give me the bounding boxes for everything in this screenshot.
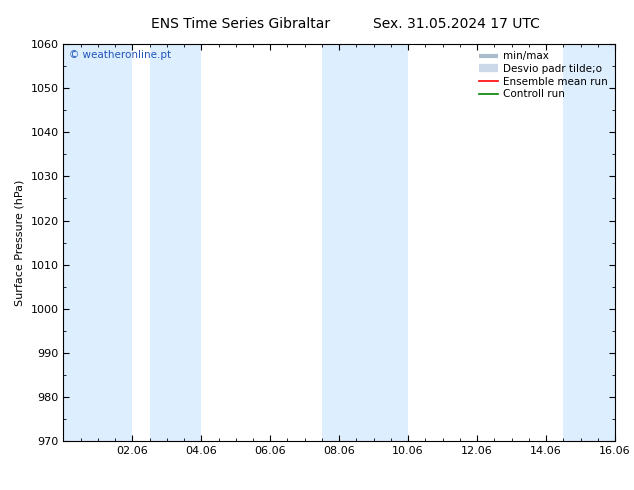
Text: ENS Time Series Gibraltar: ENS Time Series Gibraltar [152,17,330,31]
Bar [322,44,408,441]
Bar [563,44,615,441]
Text: Sex. 31.05.2024 17 UTC: Sex. 31.05.2024 17 UTC [373,17,540,31]
Legend: min/max, Desvio padr tilde;o, Ensemble mean run, Controll run: min/max, Desvio padr tilde;o, Ensemble m… [477,49,610,101]
Bar [150,44,202,441]
Y-axis label: Surface Pressure (hPa): Surface Pressure (hPa) [15,179,25,306]
Bar [63,44,133,441]
Text: © weatheronline.pt: © weatheronline.pt [69,50,171,60]
